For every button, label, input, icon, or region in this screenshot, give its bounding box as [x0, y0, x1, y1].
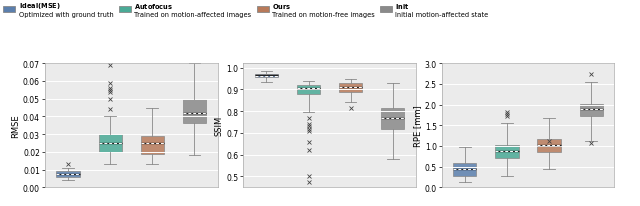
Bar — [381, 108, 404, 129]
Y-axis label: RPE [mm]: RPE [mm] — [413, 105, 422, 146]
Bar — [580, 104, 603, 117]
Bar — [495, 145, 518, 158]
Bar — [339, 84, 362, 92]
Bar — [255, 74, 278, 77]
Y-axis label: RMSE: RMSE — [11, 114, 20, 137]
Bar — [56, 172, 79, 177]
Bar — [538, 139, 561, 152]
Bar — [183, 99, 206, 124]
Legend: $\bf{Ideal (MSE)}$
Optimized with ground truth, $\bf{Autofocus}$
Trained on moti: $\bf{Ideal (MSE)}$ Optimized with ground… — [3, 1, 488, 18]
Bar — [453, 163, 476, 176]
Bar — [141, 136, 164, 154]
Bar — [99, 135, 122, 152]
Bar — [297, 86, 320, 95]
Y-axis label: SSIM: SSIM — [214, 116, 223, 136]
